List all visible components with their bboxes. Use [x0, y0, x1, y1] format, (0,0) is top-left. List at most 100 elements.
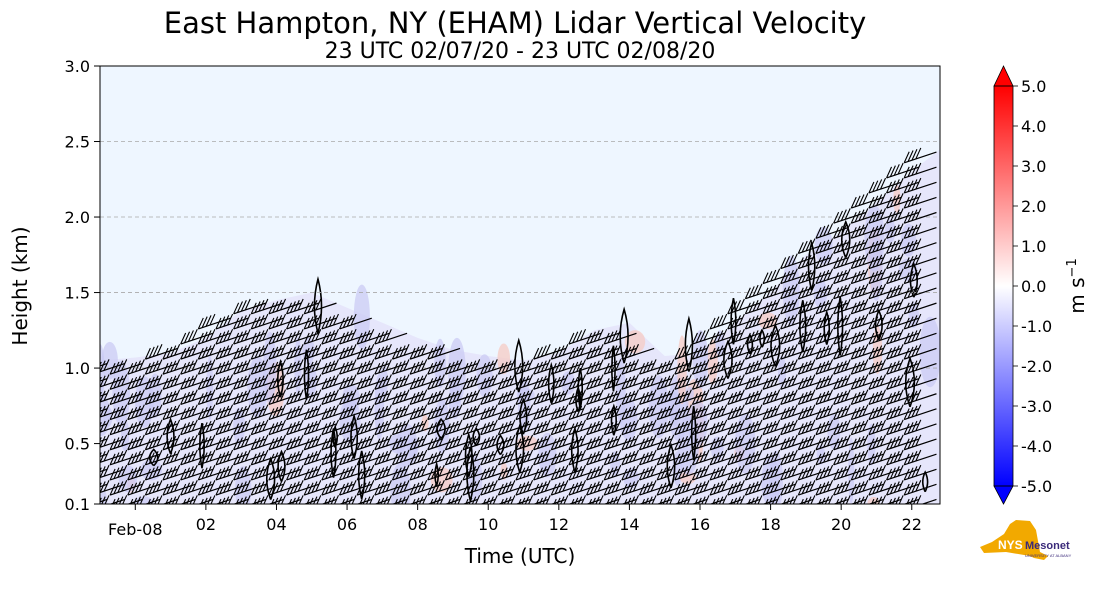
wind-barb	[218, 495, 249, 504]
wind-barb	[533, 374, 567, 390]
colorbar-label: m s−1	[1065, 258, 1089, 313]
wind-barb	[356, 449, 390, 466]
wind-barb	[535, 495, 567, 504]
wind-barb	[250, 298, 284, 315]
wind-barb	[833, 449, 867, 466]
wind-barb	[780, 344, 814, 360]
wind-barb	[744, 328, 778, 345]
wind-barb	[871, 495, 902, 504]
wind-barb	[886, 313, 920, 330]
wind-barb	[321, 313, 355, 330]
wind-barb	[886, 389, 920, 406]
wind-barb	[268, 449, 302, 466]
wind-barb	[568, 389, 602, 406]
wind-barb	[215, 389, 249, 406]
wind-barb	[303, 328, 337, 345]
wind-barb	[886, 208, 920, 224]
wind-barb	[250, 328, 284, 345]
wind-barb	[586, 419, 620, 436]
wind-barb	[162, 374, 196, 390]
wind-barb	[850, 298, 884, 315]
wind-barb	[550, 434, 584, 451]
wind-barb	[286, 298, 320, 315]
wind-barb	[109, 404, 143, 421]
wind-barb	[656, 464, 690, 481]
wind-barb	[112, 495, 143, 504]
x-tick-label: Feb-08	[108, 520, 162, 539]
wind-barb	[603, 389, 637, 406]
wind-barb	[444, 389, 478, 406]
wind-barb	[903, 374, 937, 390]
wind-barb	[815, 464, 849, 481]
wind-barb	[250, 449, 284, 466]
wind-barb	[624, 495, 655, 504]
wind-barb	[356, 344, 390, 360]
wind-barb	[603, 479, 637, 496]
x-tick-label: 08	[407, 515, 427, 534]
wind-barb	[815, 344, 849, 360]
wind-barb	[886, 177, 920, 194]
wind-barb	[797, 283, 831, 300]
wind-barb	[286, 359, 320, 375]
wind-barb	[409, 464, 443, 481]
wind-barb	[656, 434, 690, 451]
wind-barb	[674, 374, 708, 390]
wind-barb	[868, 374, 902, 390]
wind-barb	[868, 268, 902, 285]
wind-barb	[109, 374, 143, 390]
wind-barb	[815, 238, 849, 254]
colorbar-tick-label: 2.0	[1021, 197, 1046, 216]
wind-barb	[374, 419, 408, 436]
y-tick-label: 1.5	[65, 284, 90, 303]
wind-barb	[462, 479, 496, 496]
wind-barb	[303, 464, 337, 481]
wind-barb	[197, 328, 231, 345]
wind-barb	[321, 434, 355, 451]
wind-barb	[744, 313, 778, 330]
wind-barb	[886, 283, 920, 300]
velocity-contour	[166, 417, 175, 455]
wind-barb	[462, 434, 496, 451]
wind-barb	[903, 313, 937, 330]
chart-subtitle: 23 UTC 02/07/20 - 23 UTC 02/08/20	[325, 39, 716, 64]
wind-barb	[338, 313, 372, 330]
wind-barb	[621, 404, 655, 421]
wind-barb	[621, 449, 655, 466]
velocity-contour	[276, 358, 284, 398]
wind-barb	[144, 434, 178, 451]
wind-barb	[515, 479, 549, 496]
wind-barb	[144, 464, 178, 481]
colorbar-tick-label: -4.0	[1021, 437, 1052, 456]
wind-barb	[886, 223, 920, 239]
wind-barb	[480, 434, 514, 451]
wind-barb	[109, 449, 143, 466]
wind-barb	[162, 464, 196, 481]
wind-barb	[409, 359, 443, 375]
wind-barb	[691, 434, 725, 451]
wind-barb	[674, 344, 708, 360]
wind-barb	[197, 434, 231, 451]
wind-barb	[250, 434, 284, 451]
wind-barb	[250, 389, 284, 406]
wind-barb	[127, 419, 161, 436]
wind-barb	[197, 419, 231, 436]
wind-barb	[180, 404, 214, 421]
wind-barb	[480, 479, 514, 496]
x-tick-label: 22	[902, 515, 922, 534]
colorbar-label-unit: m s	[1065, 277, 1089, 313]
wind-barb	[674, 464, 708, 481]
ny-state-shape	[980, 520, 1048, 560]
wind-barb	[833, 268, 867, 285]
wind-barb	[321, 344, 355, 360]
wind-barb	[324, 495, 355, 504]
wind-barb	[815, 389, 849, 406]
wind-barb	[621, 344, 655, 360]
wind-barb	[321, 419, 355, 436]
wind-barb	[268, 298, 302, 315]
wind-barb	[197, 479, 231, 496]
wind-barb	[109, 464, 143, 481]
wind-barb	[656, 419, 690, 436]
wind-barb	[850, 434, 884, 451]
wind-barb	[868, 238, 902, 254]
wind-barb	[321, 328, 355, 345]
